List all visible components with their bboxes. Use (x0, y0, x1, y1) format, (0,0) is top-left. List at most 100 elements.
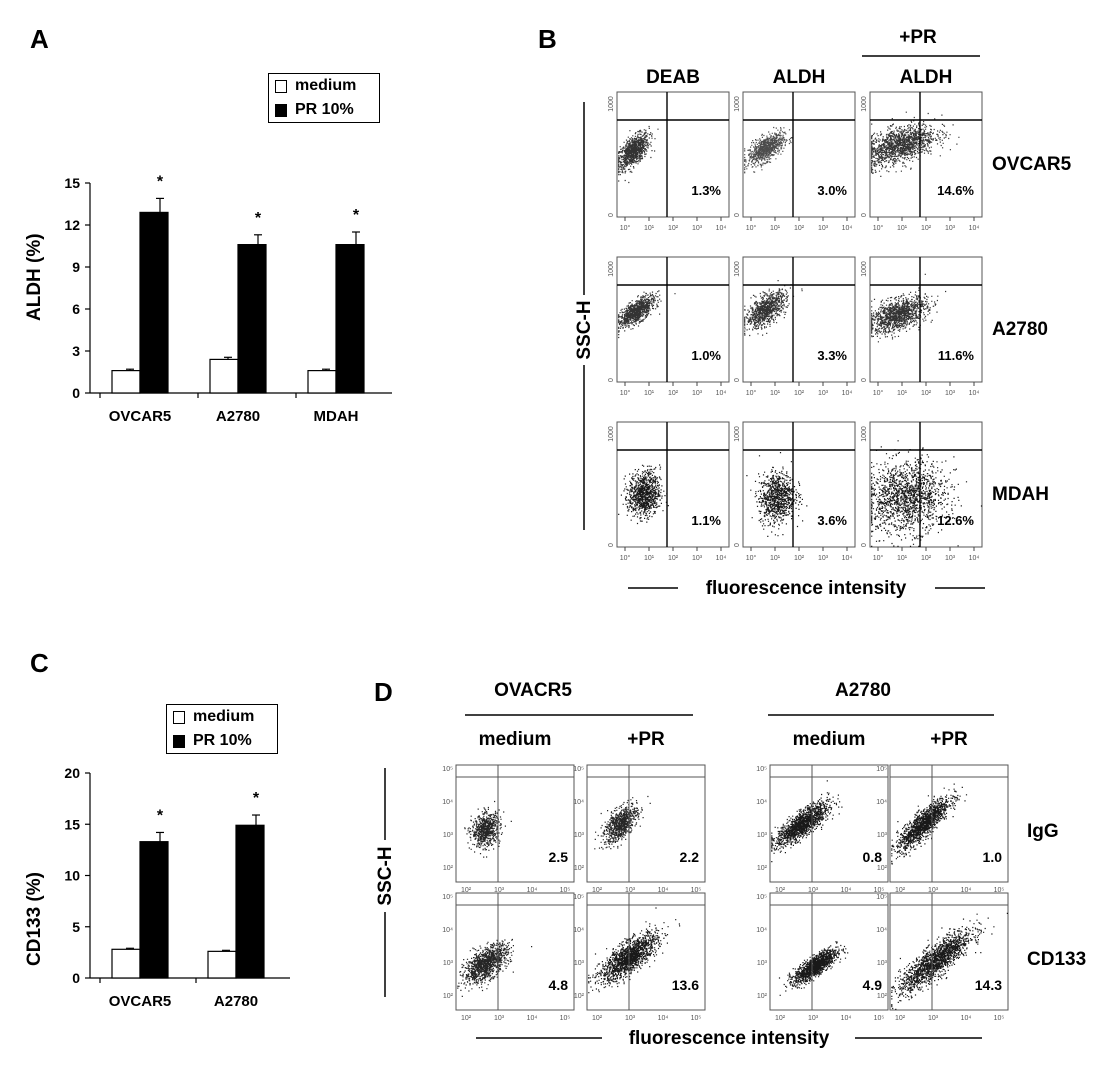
plot-frame (869, 421, 983, 548)
scatter-points (871, 273, 947, 343)
x-tick-label: 10⁵ (874, 1015, 885, 1022)
legend-item-pr: PR 10% (269, 98, 379, 122)
x-tick-label: 10¹ (644, 225, 655, 232)
x-tick-label: 10³ (625, 887, 636, 894)
row-label: OVCAR5 (992, 154, 1072, 175)
gate-percent: 11.6% (938, 348, 975, 363)
panel-letter-d: D (374, 677, 393, 707)
x-tick-label: 10³ (818, 555, 829, 562)
x-tick-label: 10° (620, 224, 631, 232)
gate-percent: 12.6% (937, 513, 974, 528)
gate-percent: 1.1% (691, 513, 721, 528)
x-axis-label: fluorescence intensity (706, 578, 907, 599)
x-tick-label: 10⁴ (842, 225, 853, 232)
gate-value: 2.2 (680, 849, 700, 865)
x-tick-label: 10² (592, 887, 603, 894)
x-tick-label: 10⁴ (841, 1015, 852, 1022)
x-tick-label: OVCAR5 (109, 408, 172, 425)
y-tick-label: 0 (72, 970, 80, 986)
x-tick-label: 10⁵ (994, 1015, 1005, 1022)
panel-letter-a: A (30, 24, 49, 54)
plot-frame (455, 892, 575, 1011)
plot-frame (769, 764, 889, 883)
x-tick-label: 10² (921, 555, 932, 562)
y-tick-label: 10⁵ (756, 894, 767, 901)
gate-percent: 1.3% (691, 183, 721, 198)
x-tick-label: 10² (794, 390, 805, 397)
flow-cytometry-d: OVACR5 A2780 medium +PR medium +PR SSC-H fluore… (372, 680, 1086, 1049)
legend-label: medium (295, 77, 357, 94)
y-tick-label: 10 (64, 868, 80, 884)
row-label: CD133 (1027, 949, 1086, 970)
x-tick-label: 10° (620, 554, 631, 562)
column-label: medium (479, 729, 552, 750)
bar-medium (207, 950, 237, 979)
y-tick-label: 0 (608, 213, 615, 217)
x-tick-label: 10² (461, 887, 472, 894)
flow-cytometry-b: +PR DEAB ALDH ALDH SSC-H fluorescence intensi… (570, 27, 1072, 599)
x-tick-label: 10² (668, 555, 679, 562)
y-tick-label: 10⁴ (756, 799, 767, 806)
bar-pr (237, 243, 267, 394)
y-tick-label: 10² (443, 993, 454, 1000)
x-tick-label: 10³ (945, 555, 956, 562)
y-tick-label: 1000 (608, 96, 615, 112)
x-tick-label: 10⁵ (560, 887, 571, 894)
x-tick-label: 10⁴ (841, 887, 852, 894)
row-label: IgG (1027, 821, 1059, 842)
x-tick-label: 10³ (692, 555, 703, 562)
x-tick-label: 10³ (808, 1015, 819, 1022)
gate-percent: 3.3% (817, 348, 847, 363)
y-tick-label: 10³ (574, 960, 585, 967)
x-tick-label: 10⁴ (527, 887, 538, 894)
y-tick-label: 15 (64, 816, 80, 832)
x-tick-label: 10¹ (644, 390, 655, 397)
gate-percent: 3.0% (817, 183, 847, 198)
y-tick-label: 10² (877, 865, 888, 872)
x-tick-label: 10³ (808, 887, 819, 894)
gate-value: 14.3 (975, 977, 1002, 993)
y-tick-label: 1000 (861, 96, 868, 112)
x-tick-label: 10⁴ (969, 390, 980, 397)
x-tick-label: 10⁴ (842, 555, 853, 562)
y-tick-label: 10³ (757, 832, 768, 839)
x-tick-label: 10¹ (770, 225, 781, 232)
scatter-points (618, 290, 676, 339)
bar-medium (111, 948, 141, 979)
scatter-points (871, 440, 983, 547)
x-tick-label: 10² (668, 390, 679, 397)
plot-frame (742, 421, 856, 548)
y-tick-label: 1000 (861, 261, 868, 277)
legend-swatch-pr (173, 734, 185, 748)
x-tick-label: 10⁴ (969, 555, 980, 562)
y-tick-label: 0 (861, 213, 868, 217)
significance-marker: * (353, 207, 360, 224)
y-axis-label: SSC-H (574, 300, 595, 359)
scatter-points (464, 800, 512, 858)
y-tick-label: 0 (72, 385, 80, 401)
x-tick-label: 10° (746, 554, 757, 562)
y-tick-label: 10³ (877, 960, 888, 967)
x-tick-label: 10⁴ (716, 555, 727, 562)
y-tick-label: 0 (861, 378, 868, 382)
x-tick-label: 10⁴ (969, 225, 980, 232)
scatter-points (891, 783, 968, 865)
gate-percent: 1.0% (691, 348, 721, 363)
gate-value: 13.6 (672, 977, 699, 993)
x-tick-label: 10² (794, 555, 805, 562)
significance-marker: * (157, 807, 164, 824)
x-tick-label: 10¹ (770, 390, 781, 397)
x-tick-label: 10² (775, 887, 786, 894)
scatter-points (871, 111, 960, 177)
column-label: ALDH (900, 67, 953, 88)
x-tick-label: 10³ (692, 390, 703, 397)
row-label: A2780 (992, 319, 1048, 340)
y-tick-label: 1000 (734, 261, 741, 277)
scatter-points (744, 280, 803, 337)
y-tick-label: 0 (734, 213, 741, 217)
bar-pr (139, 211, 169, 394)
x-tick-label: MDAH (314, 408, 359, 425)
x-tick-label: 10³ (945, 390, 956, 397)
legend-item-pr: PR 10% (167, 729, 277, 753)
gate-value: 2.5 (549, 849, 569, 865)
